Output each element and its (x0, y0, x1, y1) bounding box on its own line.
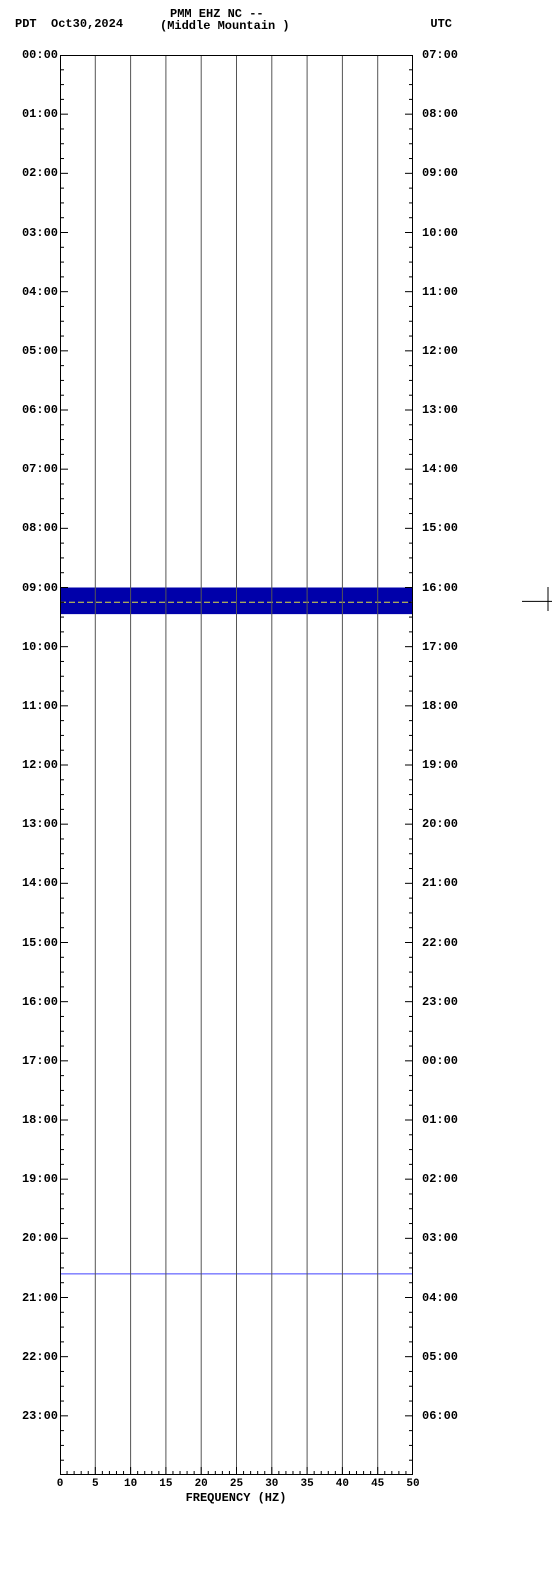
x-tick-label: 10 (124, 1478, 137, 1490)
x-tick-label: 35 (300, 1478, 313, 1490)
left-hour-label: 03:00 (22, 227, 58, 239)
left-hour-label: 20:00 (22, 1232, 58, 1244)
left-hour-label: 14:00 (22, 877, 58, 889)
left-hour-label: 11:00 (22, 700, 58, 712)
right-hour-label: 14:00 (422, 463, 458, 475)
right-hour-label: 10:00 (422, 227, 458, 239)
tz-right: UTC (430, 17, 452, 31)
station-name: (Middle Mountain ) (160, 19, 290, 33)
date: Oct30,2024 (51, 17, 123, 31)
right-hour-label: 04:00 (422, 1292, 458, 1304)
left-hour-label: 07:00 (22, 463, 58, 475)
x-tick-label: 20 (195, 1478, 208, 1490)
right-hour-label: 03:00 (422, 1232, 458, 1244)
right-hour-label: 02:00 (422, 1173, 458, 1185)
left-hour-label: 00:00 (22, 49, 58, 61)
left-hour-label: 05:00 (22, 345, 58, 357)
right-hour-label: 13:00 (422, 404, 458, 416)
left-hour-label: 16:00 (22, 996, 58, 1008)
x-tick-label: 25 (230, 1478, 243, 1490)
left-hour-label: 19:00 (22, 1173, 58, 1185)
left-hour-label: 10:00 (22, 641, 58, 653)
left-hour-label: 06:00 (22, 404, 58, 416)
left-hour-label: 21:00 (22, 1292, 58, 1304)
right-hour-label: 20:00 (422, 818, 458, 830)
left-hour-label: 08:00 (22, 522, 58, 534)
left-hour-label: 09:00 (22, 582, 58, 594)
right-hour-label: 17:00 (422, 641, 458, 653)
left-hour-label: 04:00 (22, 286, 58, 298)
left-hour-label: 12:00 (22, 759, 58, 771)
right-hour-label: 00:00 (422, 1055, 458, 1067)
left-hour-label: 15:00 (22, 937, 58, 949)
x-tick-label: 40 (336, 1478, 349, 1490)
right-hour-label: 11:00 (422, 286, 458, 298)
right-hour-label: 08:00 (422, 108, 458, 120)
spectrogram-plot (60, 55, 413, 1475)
x-axis-title: FREQUENCY (HZ) (0, 1491, 472, 1505)
right-hour-label: 19:00 (422, 759, 458, 771)
x-tick-label: 0 (57, 1478, 64, 1490)
x-tick-label: 15 (159, 1478, 172, 1490)
right-hour-label: 09:00 (422, 167, 458, 179)
right-hour-label: 21:00 (422, 877, 458, 889)
left-hour-label: 02:00 (22, 167, 58, 179)
left-hour-label: 01:00 (22, 108, 58, 120)
tz-left: PDT (15, 17, 37, 31)
x-tick-label: 5 (92, 1478, 99, 1490)
header-left: PDT Oct30,2024 (15, 17, 123, 31)
header: PDT Oct30,2024 PMM EHZ NC -- (Middle Mou… (0, 5, 552, 35)
left-hour-label: 23:00 (22, 1410, 58, 1422)
right-hour-label: 06:00 (422, 1410, 458, 1422)
right-hour-label: 22:00 (422, 937, 458, 949)
plot-svg (60, 55, 413, 1475)
right-hour-label: 05:00 (422, 1351, 458, 1363)
left-hour-label: 13:00 (22, 818, 58, 830)
left-hour-label: 18:00 (22, 1114, 58, 1126)
left-hour-label: 22:00 (22, 1351, 58, 1363)
right-hour-label: 12:00 (422, 345, 458, 357)
right-hour-label: 23:00 (422, 996, 458, 1008)
right-hour-label: 07:00 (422, 49, 458, 61)
x-tick-label: 50 (406, 1478, 419, 1490)
x-tick-label: 30 (265, 1478, 278, 1490)
x-tick-label: 45 (371, 1478, 384, 1490)
right-hour-label: 16:00 (422, 582, 458, 594)
right-hour-label: 18:00 (422, 700, 458, 712)
right-hour-label: 15:00 (422, 522, 458, 534)
left-hour-label: 17:00 (22, 1055, 58, 1067)
right-hour-label: 01:00 (422, 1114, 458, 1126)
